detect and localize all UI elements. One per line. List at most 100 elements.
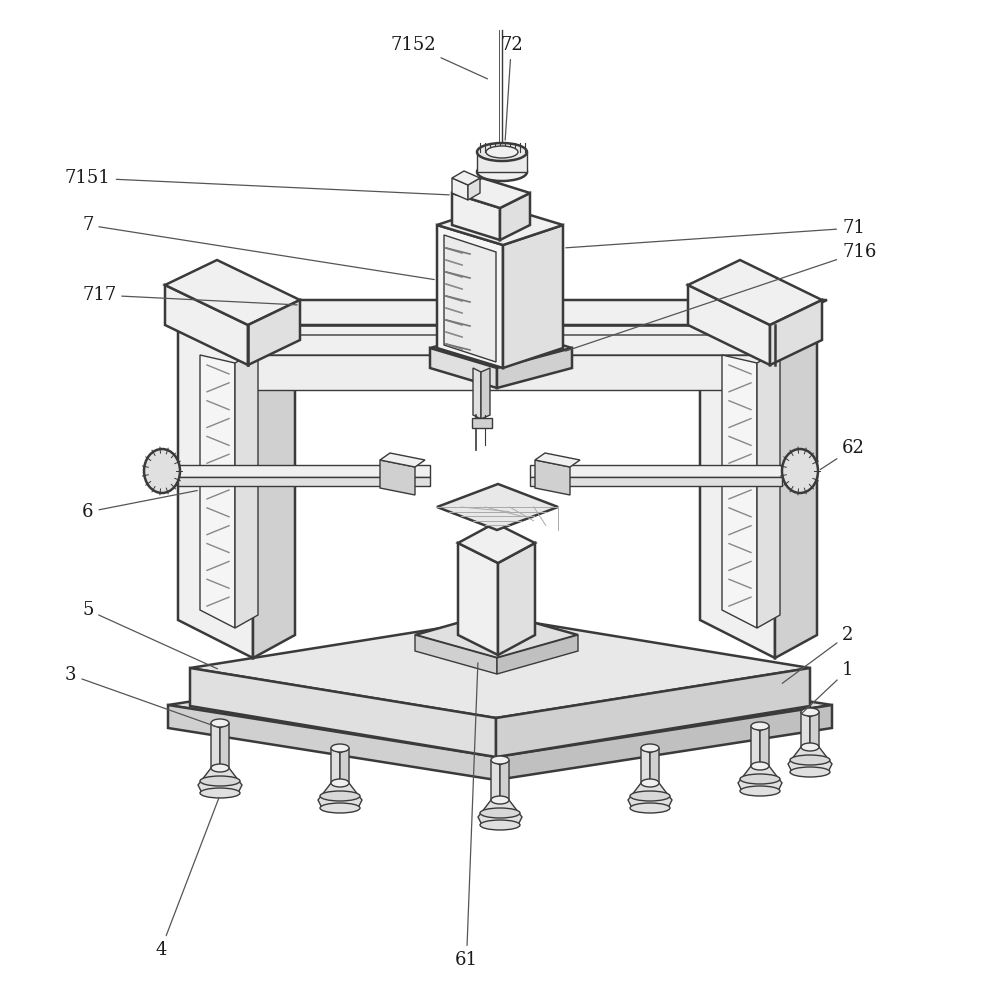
Polygon shape — [452, 171, 480, 185]
Text: 7151: 7151 — [65, 169, 449, 195]
Ellipse shape — [801, 708, 819, 716]
Polygon shape — [253, 335, 812, 355]
Polygon shape — [472, 418, 492, 428]
Ellipse shape — [491, 796, 509, 804]
Polygon shape — [178, 310, 253, 658]
Polygon shape — [248, 300, 827, 325]
Polygon shape — [535, 460, 570, 495]
Polygon shape — [190, 618, 810, 718]
Text: 6: 6 — [82, 491, 198, 521]
Polygon shape — [211, 723, 220, 773]
Polygon shape — [775, 325, 817, 658]
Polygon shape — [248, 300, 300, 365]
Text: 62: 62 — [820, 439, 865, 469]
Polygon shape — [331, 748, 340, 788]
Ellipse shape — [144, 449, 180, 493]
Ellipse shape — [491, 756, 509, 764]
Polygon shape — [770, 300, 822, 365]
Text: 2: 2 — [782, 626, 853, 683]
Polygon shape — [458, 523, 535, 563]
Polygon shape — [503, 225, 563, 368]
Polygon shape — [430, 328, 572, 368]
Ellipse shape — [331, 779, 349, 787]
Polygon shape — [788, 747, 832, 772]
Text: 716: 716 — [566, 243, 877, 351]
Ellipse shape — [751, 762, 769, 770]
Text: 72: 72 — [500, 36, 522, 140]
Polygon shape — [496, 668, 810, 757]
Text: 7: 7 — [82, 216, 434, 280]
Ellipse shape — [782, 449, 818, 493]
Polygon shape — [530, 477, 782, 486]
Polygon shape — [198, 768, 242, 793]
Polygon shape — [530, 465, 782, 477]
Ellipse shape — [331, 744, 349, 752]
Text: 61: 61 — [455, 663, 478, 969]
Ellipse shape — [630, 791, 670, 801]
Polygon shape — [318, 783, 362, 808]
Text: 4: 4 — [155, 798, 219, 959]
Ellipse shape — [477, 143, 527, 161]
Ellipse shape — [200, 776, 240, 786]
Text: 1: 1 — [802, 661, 854, 713]
Polygon shape — [452, 178, 468, 200]
Polygon shape — [253, 325, 295, 658]
Ellipse shape — [480, 808, 520, 818]
Polygon shape — [478, 800, 522, 825]
Polygon shape — [340, 748, 349, 788]
Ellipse shape — [486, 146, 518, 158]
Ellipse shape — [211, 719, 229, 727]
Ellipse shape — [480, 820, 520, 830]
Polygon shape — [535, 453, 580, 467]
Polygon shape — [688, 285, 770, 365]
Polygon shape — [200, 355, 235, 628]
Polygon shape — [220, 723, 229, 773]
Ellipse shape — [740, 774, 780, 784]
Polygon shape — [178, 287, 295, 348]
Ellipse shape — [641, 744, 659, 752]
Polygon shape — [452, 178, 530, 208]
Text: 3: 3 — [65, 666, 217, 727]
Polygon shape — [498, 543, 535, 655]
Ellipse shape — [801, 743, 819, 751]
Polygon shape — [458, 543, 498, 655]
Ellipse shape — [200, 788, 240, 798]
Polygon shape — [437, 205, 563, 245]
Ellipse shape — [641, 779, 659, 787]
Polygon shape — [178, 287, 295, 348]
Polygon shape — [235, 350, 258, 628]
Polygon shape — [178, 477, 430, 486]
Polygon shape — [500, 760, 509, 805]
Polygon shape — [801, 712, 810, 752]
Polygon shape — [650, 748, 659, 788]
Polygon shape — [722, 355, 757, 628]
Ellipse shape — [790, 755, 830, 765]
Ellipse shape — [740, 786, 780, 796]
Polygon shape — [190, 668, 496, 757]
Polygon shape — [452, 193, 500, 240]
Polygon shape — [757, 350, 780, 628]
Ellipse shape — [320, 803, 360, 813]
Polygon shape — [248, 325, 775, 365]
Text: 5: 5 — [82, 601, 217, 669]
Ellipse shape — [211, 764, 229, 772]
Polygon shape — [380, 453, 425, 467]
Polygon shape — [444, 235, 496, 362]
Polygon shape — [497, 635, 578, 674]
Polygon shape — [751, 726, 760, 771]
Polygon shape — [437, 484, 558, 530]
Polygon shape — [415, 612, 578, 658]
Polygon shape — [700, 287, 817, 348]
Text: 7152: 7152 — [390, 36, 488, 79]
Polygon shape — [497, 348, 572, 388]
Polygon shape — [473, 368, 481, 419]
Polygon shape — [641, 748, 650, 788]
Polygon shape — [700, 310, 775, 658]
Polygon shape — [496, 705, 832, 780]
Polygon shape — [415, 635, 497, 674]
Polygon shape — [628, 783, 672, 808]
Polygon shape — [165, 260, 300, 325]
Polygon shape — [477, 152, 527, 172]
Text: 71: 71 — [566, 219, 865, 248]
Polygon shape — [253, 355, 770, 390]
